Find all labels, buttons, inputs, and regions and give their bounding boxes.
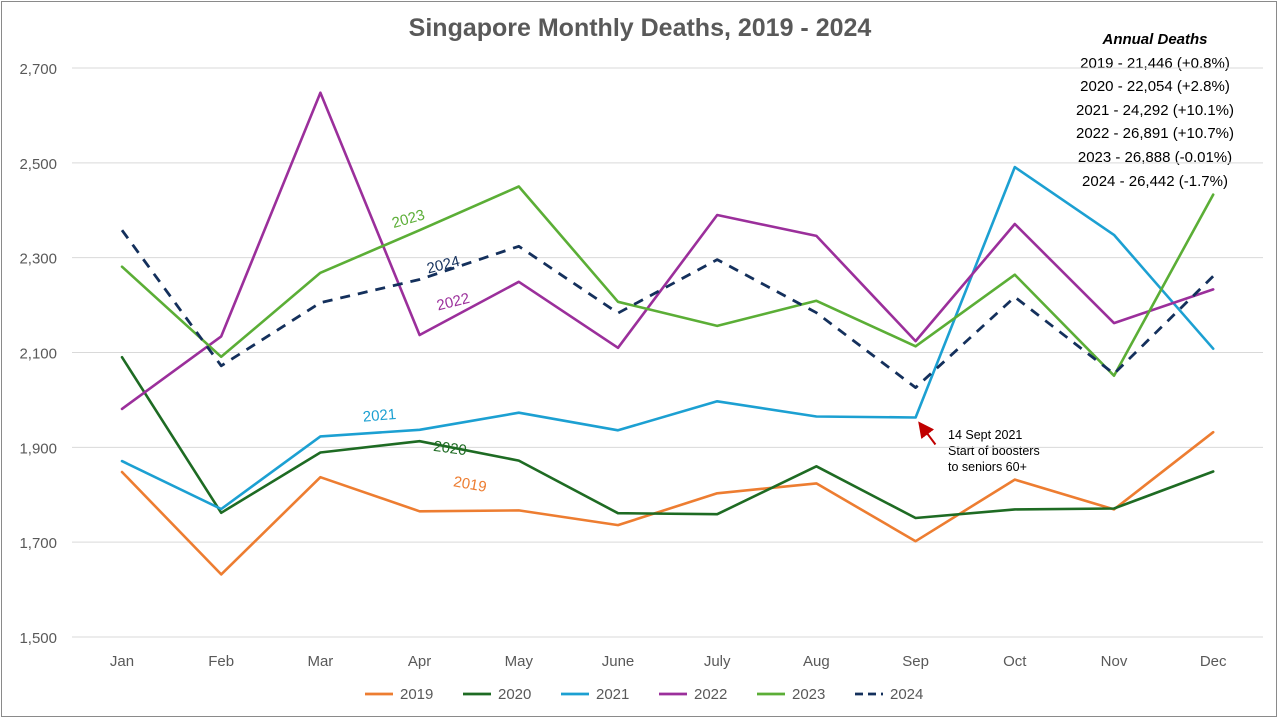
- annual-deaths-line: 2022 - 26,891 (+10.7%): [1075, 125, 1235, 143]
- series-line-2021: [120, 165, 1215, 511]
- y-tick-label: 1,700: [19, 535, 57, 552]
- annotation-arrow: [918, 421, 937, 446]
- annual-deaths-line: 2024 - 26,442 (-1.7%): [1082, 172, 1228, 190]
- y-tick-label: 2,500: [19, 156, 57, 173]
- series-inline-label: 2020: [432, 438, 467, 459]
- y-tick-label: 2,100: [19, 346, 57, 363]
- y-tick-label: 2,300: [19, 251, 57, 268]
- annotation-line: 14 Sept 2021: [948, 428, 1023, 442]
- legend-label: 2023: [792, 686, 825, 703]
- y-tick-label: 1,900: [19, 440, 57, 457]
- x-tick-label: Mar: [307, 653, 333, 670]
- x-tick-label: Aug: [803, 653, 830, 670]
- legend-label: 2024: [890, 686, 923, 703]
- annual-deaths-line: 2023 - 26,888 (-0.01%): [1077, 148, 1233, 166]
- legend-label: 2022: [694, 686, 727, 703]
- annual-deaths-line: 2021 - 24,292 (+10.1%): [1075, 101, 1235, 119]
- legend-label: 2019: [400, 686, 433, 703]
- x-tick-label: Sep: [902, 653, 929, 670]
- x-tick-label: Feb: [208, 653, 234, 670]
- x-tick-label: Oct: [1003, 653, 1027, 670]
- series-line-2022: [120, 91, 1215, 411]
- series-inline-label: 2021: [362, 406, 397, 426]
- series-line-2024: [120, 229, 1215, 390]
- series-inline-label: 2019: [452, 473, 488, 496]
- x-tick-label: June: [602, 653, 635, 670]
- x-tick-label: Jan: [110, 653, 134, 670]
- y-tick-label: 1,500: [19, 630, 57, 647]
- x-tick-label: Nov: [1101, 653, 1128, 670]
- series-line-2023: [120, 185, 1215, 378]
- annual-deaths-line: 2020 - 22,054 (+2.8%): [1080, 78, 1230, 96]
- annual-deaths-heading: Annual Deaths: [1102, 31, 1208, 48]
- series-line-2019: [120, 430, 1215, 576]
- x-tick-label: May: [505, 653, 534, 670]
- series-line-2020: [120, 355, 1215, 520]
- legend-label: 2021: [596, 686, 629, 703]
- legend-label: 2020: [498, 686, 531, 703]
- x-tick-label: Dec: [1200, 653, 1227, 670]
- y-tick-label: 2,700: [19, 61, 57, 78]
- annotation-line: to seniors 60+: [948, 460, 1027, 474]
- annual-deaths-line: 2019 - 21,446 (+0.8%): [1080, 54, 1230, 72]
- annual-deaths-box: Annual Deaths 2019 - 21,446 (+0.8%) 2020…: [1060, 28, 1250, 193]
- x-tick-label: Apr: [408, 653, 431, 670]
- x-tick-label: July: [704, 653, 731, 670]
- chart-title: Singapore Monthly Deaths, 2019 - 2024: [408, 14, 872, 42]
- series-inline-label: 2024: [425, 253, 461, 278]
